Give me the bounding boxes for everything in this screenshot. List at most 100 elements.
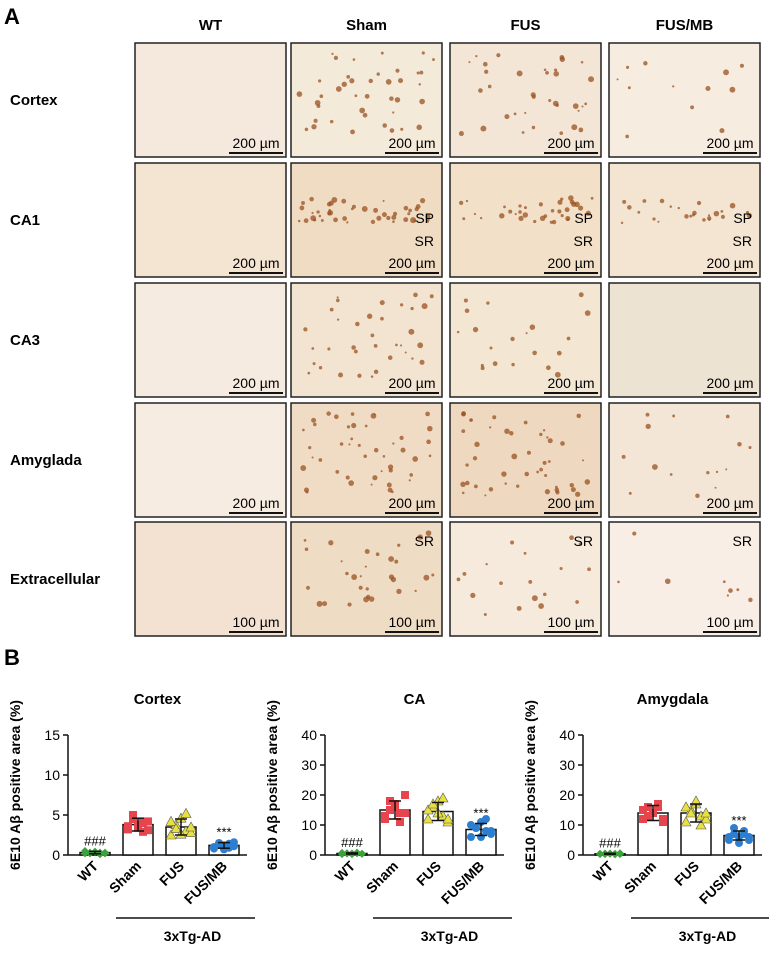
stain-dot xyxy=(499,213,505,219)
stain-dot xyxy=(572,103,579,109)
stain-dot xyxy=(346,425,351,429)
stain-dot xyxy=(380,470,383,473)
micrograph-frame xyxy=(290,282,443,398)
stain-dot xyxy=(311,417,317,423)
stain-dot xyxy=(518,215,524,221)
scale-bar-label: 200 µm xyxy=(548,495,595,511)
stain-dot xyxy=(696,200,702,206)
stain-dot xyxy=(370,483,373,486)
stain-dot xyxy=(419,359,425,365)
stain-dot xyxy=(336,318,340,321)
stain-dot xyxy=(516,605,522,611)
stain-dot xyxy=(396,588,402,595)
micrograph-frame xyxy=(608,162,761,278)
stain-dot xyxy=(392,111,395,114)
stain-dot xyxy=(372,475,378,481)
stain-dot xyxy=(521,131,525,134)
stain-dot xyxy=(320,219,324,222)
micrograph xyxy=(609,283,760,397)
micrograph xyxy=(450,43,601,157)
micrograph xyxy=(609,522,760,636)
data-point xyxy=(596,849,604,858)
data-point xyxy=(170,822,182,833)
stain-dot xyxy=(418,83,421,86)
y-axis-label: 6E10 Aβ positive area (%) xyxy=(7,700,23,870)
stain-dot xyxy=(571,124,578,131)
scale-bar-label: 200 µm xyxy=(548,255,595,271)
stain-dot xyxy=(468,61,471,64)
stain-dot xyxy=(350,412,355,416)
stain-dot xyxy=(514,213,517,216)
stain-dot xyxy=(525,332,528,335)
stain-dot xyxy=(577,109,580,112)
stain-dot xyxy=(689,214,693,218)
stain-dot xyxy=(652,217,656,221)
stain-dot xyxy=(342,216,347,221)
stain-dot xyxy=(351,422,357,429)
stain-dot xyxy=(408,479,411,482)
data-point xyxy=(381,812,389,820)
stain-dot xyxy=(364,565,367,568)
stain-dot xyxy=(461,491,465,495)
stain-dot xyxy=(625,134,629,139)
stain-dot xyxy=(578,292,584,298)
data-point xyxy=(144,817,152,826)
micrograph-frame xyxy=(449,521,602,637)
stain-dot xyxy=(380,51,384,55)
stain-dot xyxy=(350,129,355,135)
stain-dot xyxy=(492,415,497,420)
stain-dot xyxy=(370,333,375,338)
data-point xyxy=(185,821,197,832)
stain-dot xyxy=(414,589,417,593)
stain-dot xyxy=(664,578,671,585)
micrograph-frame xyxy=(608,521,761,637)
stain-dot xyxy=(334,414,339,420)
significance-label: *** xyxy=(473,806,488,821)
stain-dot xyxy=(523,420,528,425)
scale-bar-label: 200 µm xyxy=(389,255,436,271)
stain-dot xyxy=(574,201,580,208)
stain-dot xyxy=(510,540,515,545)
x-tick-label: Sham xyxy=(106,858,144,896)
stain-dot xyxy=(392,442,395,445)
y-tick-label: 30 xyxy=(559,757,575,773)
stain-dot xyxy=(359,575,362,578)
stain-dot xyxy=(432,58,435,61)
micrograph-frame xyxy=(134,162,287,278)
stain-dot xyxy=(397,543,401,547)
data-point xyxy=(659,815,667,823)
stain-dot xyxy=(550,208,555,213)
stain-dot xyxy=(421,303,428,310)
micrograph xyxy=(609,43,760,157)
stain-dot xyxy=(322,601,328,607)
scale-bar-label: 100 µm xyxy=(707,614,754,630)
stain-dot xyxy=(311,347,315,350)
stain-dot xyxy=(669,205,673,208)
stain-dot xyxy=(672,414,676,418)
stain-dot xyxy=(616,78,619,81)
stain-dot xyxy=(419,98,425,105)
data-point xyxy=(185,826,197,837)
stain-dot xyxy=(417,534,423,540)
stain-dot xyxy=(480,366,485,371)
micrograph-frame xyxy=(134,402,287,518)
stain-dot xyxy=(531,94,536,99)
stain-dot xyxy=(748,445,752,450)
stain-dot xyxy=(625,65,630,69)
stain-dot xyxy=(584,102,588,106)
stain-dot xyxy=(569,482,575,488)
stain-dot xyxy=(726,594,730,597)
region-label: SR xyxy=(733,233,752,249)
column-header: FUS/MB xyxy=(656,17,714,34)
stain-dot xyxy=(643,61,648,66)
stain-dot xyxy=(389,96,394,101)
stain-dot xyxy=(702,218,706,222)
stain-dot xyxy=(748,597,753,603)
stain-dot xyxy=(389,128,395,133)
stain-dot xyxy=(312,362,316,366)
significance-label: ### xyxy=(599,835,621,850)
stain-dot xyxy=(373,413,376,416)
scale-bar-label: 200 µm xyxy=(707,135,754,151)
stain-dot xyxy=(706,470,710,475)
data-point xyxy=(639,806,647,814)
